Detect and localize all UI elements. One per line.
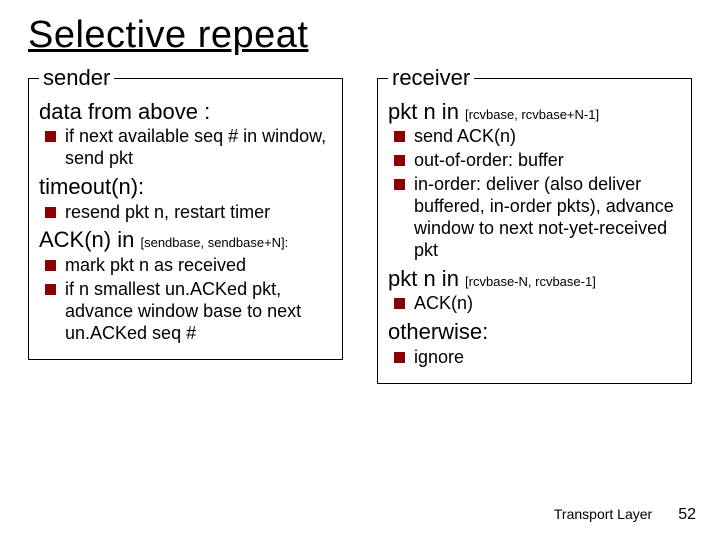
sender-list-3: mark pkt n as received if n smallest un.… — [39, 255, 332, 345]
receiver-item: ignore — [392, 347, 681, 369]
sender-item: if next available seq # in window, send … — [43, 126, 332, 170]
receiver-r1-pre: pkt n in — [388, 99, 465, 124]
receiver-heading-pkt-prev-window: pkt n in [rcvbase-N, rcvbase-1] — [388, 266, 681, 291]
receiver-heading-otherwise: otherwise: — [388, 319, 681, 344]
sender-column: sender data from above : if next availab… — [28, 65, 343, 384]
columns: sender data from above : if next availab… — [28, 65, 692, 384]
sender-item: if n smallest un.ACKed pkt, advance wind… — [43, 279, 332, 345]
receiver-box: receiver pkt n in [rcvbase, rcvbase+N-1]… — [377, 65, 692, 384]
receiver-heading-pkt-in-window: pkt n in [rcvbase, rcvbase+N-1] — [388, 99, 681, 124]
receiver-item: out-of-order: buffer — [392, 150, 681, 172]
receiver-list-2: ACK(n) — [388, 293, 681, 315]
receiver-r1-sub: [rcvbase, rcvbase+N-1] — [465, 107, 599, 122]
sender-heading-ack: ACK(n) in [sendbase, sendbase+N]: — [39, 227, 332, 252]
receiver-column: receiver pkt n in [rcvbase, rcvbase+N-1]… — [377, 65, 692, 384]
receiver-item: ACK(n) — [392, 293, 681, 315]
sender-item: resend pkt n, restart timer — [43, 202, 332, 224]
slide: Selective repeat sender data from above … — [0, 0, 720, 540]
receiver-r2-pre: pkt n in — [388, 266, 465, 291]
sender-ack-pre: ACK(n) in — [39, 227, 140, 252]
sender-heading-data-from-above: data from above : — [39, 99, 332, 124]
slide-title: Selective repeat — [28, 14, 692, 57]
page-number: 52 — [678, 506, 696, 524]
sender-list-2: resend pkt n, restart timer — [39, 202, 332, 224]
receiver-item: send ACK(n) — [392, 126, 681, 148]
receiver-legend: receiver — [388, 65, 474, 91]
sender-box: sender data from above : if next availab… — [28, 65, 343, 360]
sender-ack-sub: [sendbase, sendbase+N]: — [140, 235, 288, 250]
receiver-list-3: ignore — [388, 347, 681, 369]
receiver-list-1: send ACK(n) out-of-order: buffer in-orde… — [388, 126, 681, 262]
sender-item: mark pkt n as received — [43, 255, 332, 277]
sender-list-1: if next available seq # in window, send … — [39, 126, 332, 170]
footer-label: Transport Layer — [554, 506, 652, 522]
footer: Transport Layer 52 — [554, 506, 696, 524]
receiver-r2-sub: [rcvbase-N, rcvbase-1] — [465, 274, 596, 289]
receiver-item: in-order: deliver (also deliver buffered… — [392, 174, 681, 262]
sender-heading-timeout: timeout(n): — [39, 174, 332, 199]
sender-legend: sender — [39, 65, 114, 91]
